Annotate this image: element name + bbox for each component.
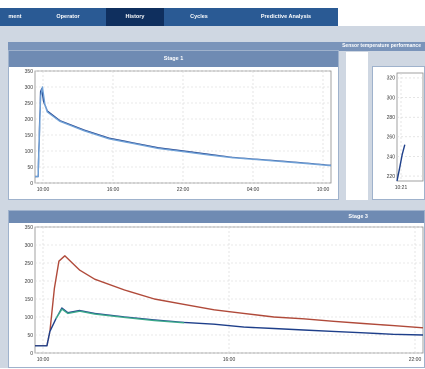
y-tick-label: 320 xyxy=(387,76,396,82)
stage3-title: Stage 3 xyxy=(348,214,368,220)
y-tick-label: 300 xyxy=(25,85,34,91)
panel-divider xyxy=(346,52,368,200)
stage1-title: Stage 1 xyxy=(163,56,184,62)
y-tick-label: 280 xyxy=(387,115,396,121)
y-tick-label: 240 xyxy=(387,154,396,160)
stage1-chart: 0 50 100 150 200 250 300 350 10:00 16:00 22:00 04:0… xyxy=(25,69,332,193)
x-tick-label: 16:00 xyxy=(107,187,120,193)
x-tick-label: 16:00 xyxy=(223,357,236,363)
side-panel: 220 240 260 280 300 320 10:21 xyxy=(372,66,425,200)
y-tick-label: 200 xyxy=(25,117,34,123)
tab-cycles[interactable]: Cycles xyxy=(190,14,208,20)
y-tick-label: 300 xyxy=(387,95,396,101)
y-tick-label: 50 xyxy=(27,165,33,171)
tab-operator[interactable]: Operator xyxy=(56,14,80,20)
y-tick-label: 250 xyxy=(25,101,34,107)
tab-history[interactable]: History xyxy=(106,8,164,26)
stage3-header: Stage 3 xyxy=(9,211,424,223)
tab-measurement[interactable]: ment xyxy=(8,14,22,20)
y-tick-label: 260 xyxy=(387,135,396,141)
y-tick-label: 300 xyxy=(25,243,34,249)
x-tick-label: 10:00 xyxy=(37,357,50,363)
y-tick-label: 350 xyxy=(25,225,34,231)
y-tick-label: 150 xyxy=(25,133,34,139)
y-tick-label: 150 xyxy=(25,297,34,303)
series-line-2 xyxy=(55,308,185,324)
x-tick-label: 10:21 xyxy=(395,185,408,191)
stage1-panel: Stage 1 0 50 100 150 200 250 300 350 10:00 16:00 2… xyxy=(8,50,339,200)
series-line-0 xyxy=(396,144,406,182)
plot-area xyxy=(396,72,424,182)
top-bar: ment Operator History Cycles Predictive … xyxy=(0,0,425,26)
y-tick-label: 0 xyxy=(30,181,33,187)
stage3-panel: Stage 3 0 50 100 150 200 250 300 350 10:00 16:00 2… xyxy=(8,210,425,368)
y-tick-label: 50 xyxy=(27,333,33,339)
x-tick-label: 10:00 xyxy=(317,187,330,193)
section-title: Sensor temperature performance xyxy=(342,43,421,49)
section-band: Sensor temperature performance xyxy=(8,42,425,51)
side-chart: 220 240 260 280 300 320 10:21 xyxy=(387,72,424,191)
series-line-1 xyxy=(35,86,332,178)
y-tick-label: 220 xyxy=(387,174,396,180)
x-tick-label: 22:00 xyxy=(177,187,190,193)
stage3-chart: 0 50 100 150 200 250 300 350 10:00 16:00 22:00 xyxy=(25,225,424,363)
x-tick-label: 22:00 xyxy=(409,357,422,363)
tab-predictive-analysis[interactable]: Predictive Analysis xyxy=(260,14,312,20)
plot-area xyxy=(34,226,424,354)
y-tick-label: 200 xyxy=(25,279,34,285)
y-tick-label: 100 xyxy=(25,149,34,155)
x-tick-label: 10:00 xyxy=(37,187,50,193)
y-tick-label: 0 xyxy=(30,351,33,357)
y-tick-label: 100 xyxy=(25,315,34,321)
x-tick-label: 04:00 xyxy=(247,187,260,193)
y-tick-label: 250 xyxy=(25,261,34,267)
y-tick-label: 350 xyxy=(25,69,34,75)
stage1-header: Stage 1 xyxy=(9,51,338,67)
series-line-0 xyxy=(35,255,424,347)
nav-tabs: ment Operator History Cycles Predictive … xyxy=(0,8,338,26)
